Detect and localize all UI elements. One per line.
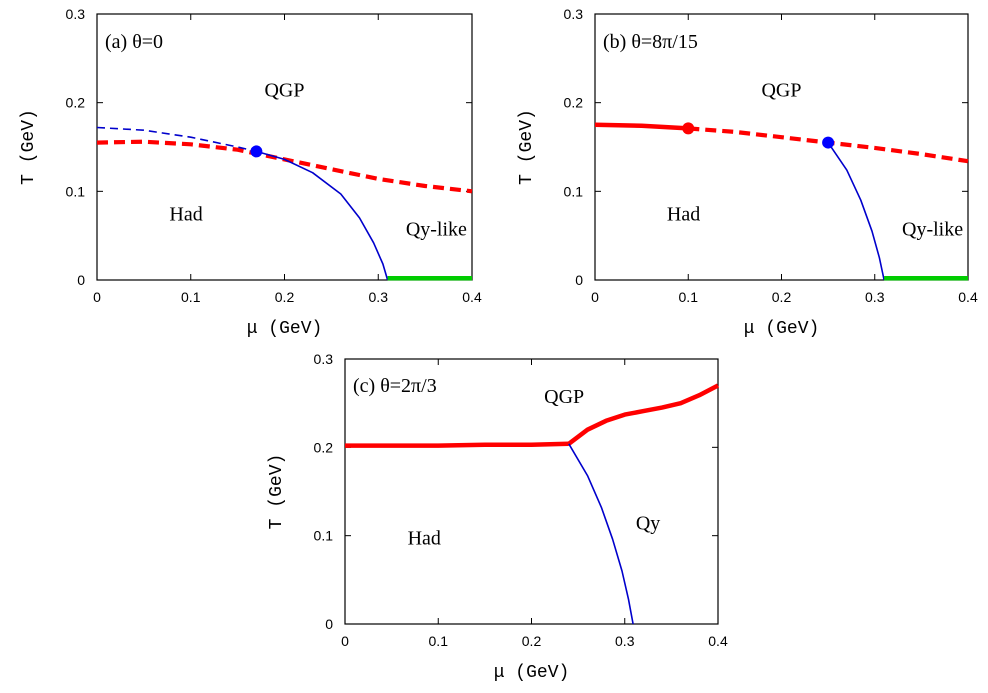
phase-diagram-panel-a: 0 0.1 0.2 0.3 0.4 0 0.1 0.2 0.3 μ (GeV) T (GeV) QGP… xyxy=(19,6,482,339)
region-label: Had xyxy=(408,527,441,549)
phase-boundary-line xyxy=(256,150,389,281)
panel-label: (a) θ=0 xyxy=(105,31,163,53)
x-tick-label: 0.1 xyxy=(679,289,699,305)
y-axis-label: T (GeV) xyxy=(517,109,537,185)
y-tick-label: 0.1 xyxy=(314,528,334,544)
y-tick-label: 0.2 xyxy=(564,95,584,111)
phase-boundary-line xyxy=(567,383,720,446)
region-label: Had xyxy=(169,204,202,226)
x-tick-label: 0.3 xyxy=(865,289,885,305)
x-tick-label: 0.1 xyxy=(429,633,449,649)
region-label: Had xyxy=(667,204,700,226)
x-axis-label: μ (GeV) xyxy=(744,319,820,339)
x-tick-label: 0.4 xyxy=(708,633,728,649)
y-axis-label: T (GeV) xyxy=(19,109,39,185)
x-axis-label: μ (GeV) xyxy=(494,663,570,683)
panel-label: (c) θ=2π/3 xyxy=(353,375,437,397)
region-label: Qy xyxy=(636,512,660,534)
region-label: Qy-like xyxy=(902,219,963,241)
phase-diagram-panel-b: 0 0.1 0.2 0.3 0.4 0 0.1 0.2 0.3 μ (GeV) T (GeV) QGP… xyxy=(517,6,978,339)
x-tick-label: 0.1 xyxy=(181,289,201,305)
x-axis-label: μ (GeV) xyxy=(247,319,323,339)
phase-boundary-line xyxy=(96,139,473,194)
y-tick-label: 0 xyxy=(325,616,333,632)
y-tick-label: 0.3 xyxy=(66,6,86,22)
y-axis-label: T (GeV) xyxy=(267,454,287,530)
y-tick-label: 0 xyxy=(575,272,583,288)
x-tick-label: 0.2 xyxy=(275,289,295,305)
phase-boundary-line xyxy=(96,126,257,153)
y-tick-label: 0.1 xyxy=(564,183,584,199)
x-tick-label: 0.4 xyxy=(958,289,978,305)
x-tick-label: 0.4 xyxy=(462,289,482,305)
x-tick-label: 0.2 xyxy=(772,289,792,305)
critical-point-marker xyxy=(682,122,695,135)
phase-boundary-line xyxy=(594,122,689,131)
x-tick-label: 0.3 xyxy=(369,289,389,305)
y-tick-label: 0.1 xyxy=(66,183,86,199)
y-tick-label: 0.3 xyxy=(564,6,584,22)
plot-frame xyxy=(344,358,719,625)
y-tick-label: 0.2 xyxy=(314,439,334,455)
region-label: QGP xyxy=(761,79,801,101)
y-tick-label: 0 xyxy=(77,272,85,288)
critical-point-marker xyxy=(822,136,835,149)
y-tick-label: 0.3 xyxy=(314,351,334,367)
x-tick-label: 0 xyxy=(93,289,101,305)
phase-boundary-line xyxy=(345,441,569,448)
x-tick-label: 0 xyxy=(591,289,599,305)
region-label: QGP xyxy=(544,386,584,408)
phase-diagram-panel-c: 0 0.1 0.2 0.3 0.4 0 0.1 0.2 0.3 μ (GeV) T (GeV) QGP… xyxy=(267,351,728,683)
region-label: QGP xyxy=(264,79,304,101)
region-label: Qy-like xyxy=(406,219,467,241)
x-tick-label: 0 xyxy=(341,633,349,649)
y-tick-label: 0.2 xyxy=(66,95,86,111)
x-tick-label: 0.3 xyxy=(615,633,635,649)
panel-label: (b) θ=8π/15 xyxy=(603,31,698,53)
phase-boundary-line xyxy=(827,142,885,281)
critical-point-marker xyxy=(250,145,263,158)
phase-boundary-line xyxy=(568,443,634,625)
x-tick-label: 0.2 xyxy=(522,633,542,649)
